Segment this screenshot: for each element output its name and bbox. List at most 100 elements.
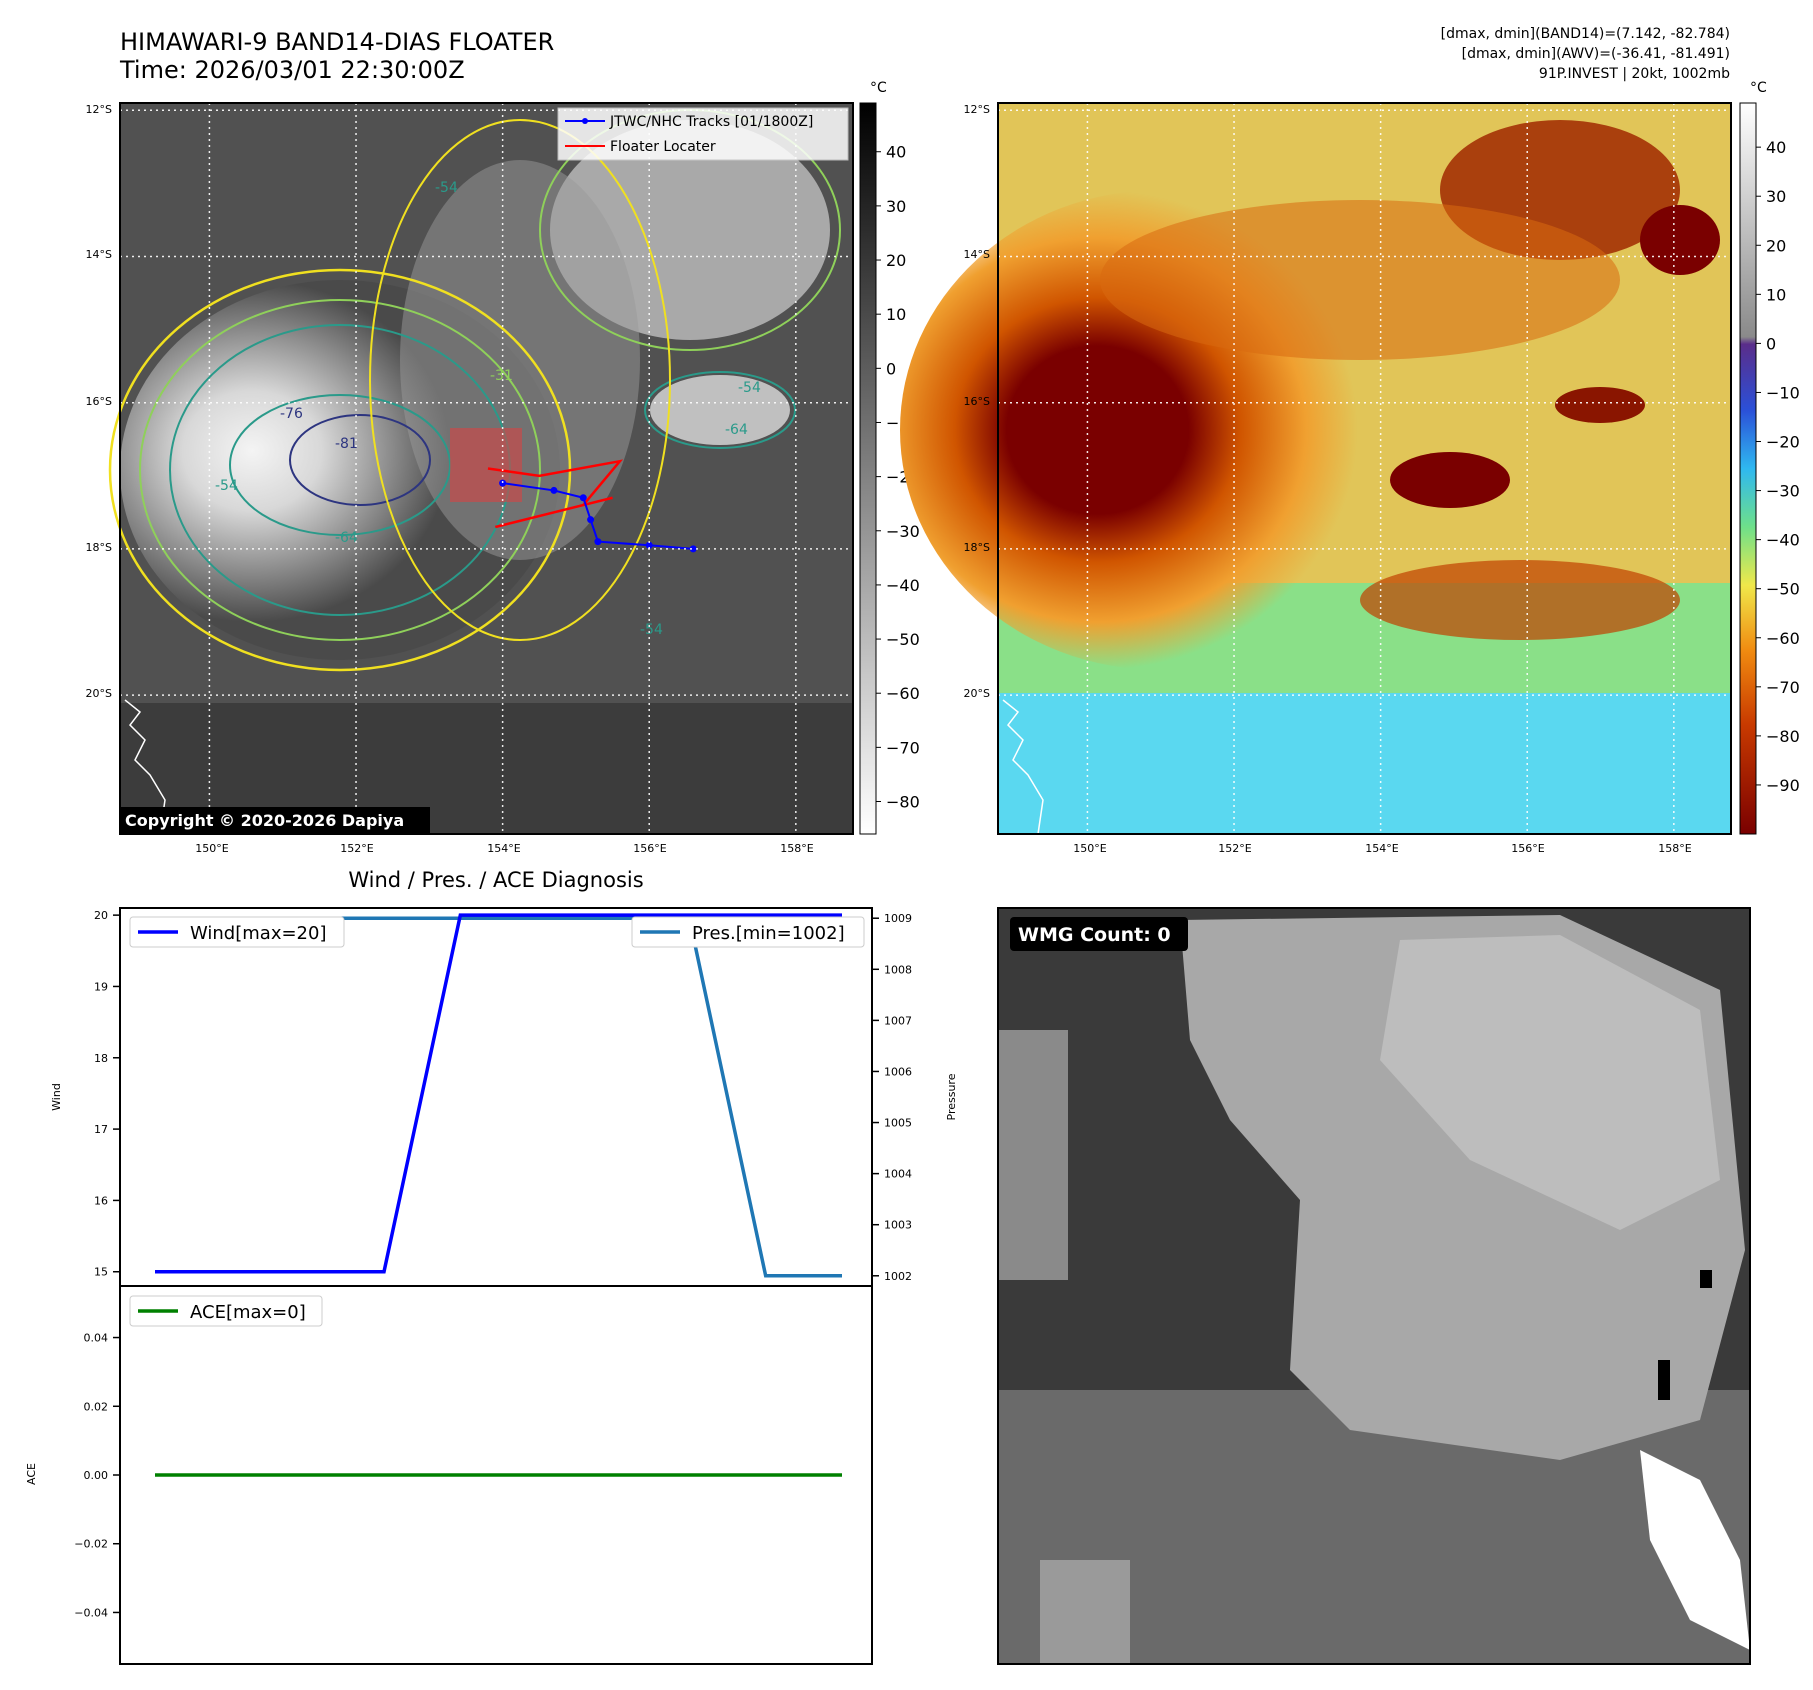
axis-tick-label: 19 bbox=[94, 980, 108, 993]
axis-tick-label: 1004 bbox=[884, 1168, 912, 1181]
color-colorbar: °C 40 30 20 10 0 −10 −20 −30 −40 −50 −60 −70 −80 −90 bbox=[1739, 80, 1800, 835]
wind-series-line bbox=[155, 913, 842, 1274]
ace-axis-ticks: 0.04 0.02 0.00 −0.02 −0.04 bbox=[74, 1332, 120, 1619]
floater-locater-box bbox=[450, 428, 522, 502]
lon-label: 156°E bbox=[1511, 842, 1544, 855]
colorbar-tick-label: −60 bbox=[886, 684, 920, 703]
axis-tick-label: 1003 bbox=[884, 1219, 912, 1232]
axis-tick-label: 1006 bbox=[884, 1065, 912, 1078]
wmg-brighter-region bbox=[1380, 935, 1720, 1230]
track-legend bbox=[557, 107, 849, 161]
axis-tick-label: 15 bbox=[94, 1266, 108, 1279]
axis-tick-label: 1008 bbox=[884, 963, 912, 976]
ace-legend-label: ACE[max=0] bbox=[190, 1302, 306, 1323]
ir-map-gridlines bbox=[120, 103, 853, 834]
contour-green bbox=[139, 299, 541, 641]
colorbar-tick-label: 40 bbox=[1766, 138, 1786, 157]
lat-label: 12°S bbox=[964, 103, 990, 116]
wind-legend-label: Wind[max=20] bbox=[190, 923, 327, 944]
axis-tick-label: 0.00 bbox=[84, 1469, 109, 1482]
legend-track-marker bbox=[582, 118, 588, 124]
wind-legend bbox=[129, 916, 345, 948]
color-cloud-east bbox=[1390, 452, 1510, 508]
contour-label: -54 bbox=[640, 622, 663, 638]
lon-label: 150°E bbox=[195, 842, 228, 855]
colorbar-tick-label: −90 bbox=[1766, 776, 1800, 795]
ace-ylabel: ACE bbox=[25, 1463, 38, 1485]
info-awv-range: [dmax, dmin](AWV)=(-36.41, -81.491) bbox=[1462, 46, 1730, 62]
track-point bbox=[579, 494, 587, 502]
ace-legend bbox=[129, 1295, 323, 1327]
coastline bbox=[124, 699, 166, 835]
axis-tick-label: −0.04 bbox=[74, 1606, 108, 1619]
contour-label: -64 bbox=[725, 422, 748, 438]
colorbar-tick-label: 30 bbox=[1766, 187, 1786, 206]
ace-plot: 0.04 0.02 0.00 −0.02 −0.04 ACE ACE[max=0] bbox=[25, 1285, 873, 1665]
pressure-ylabel: Pressure bbox=[945, 1073, 958, 1120]
gray-colorbar-bar bbox=[859, 102, 877, 835]
contour-east bbox=[644, 371, 796, 449]
wmg-panel: WMG Count: 0 bbox=[997, 907, 1751, 1665]
ir-map-panel: -54 -64 -76 -81 -54 -64 -31 -54 -54 Copy… bbox=[108, 102, 854, 835]
color-cloud-east2 bbox=[1555, 387, 1645, 423]
lon-label: 158°E bbox=[780, 842, 813, 855]
axis-tick-label: 0.04 bbox=[84, 1332, 109, 1345]
lat-label: 18°S bbox=[964, 541, 990, 554]
colorbar-tick-label: −40 bbox=[1766, 531, 1800, 550]
track-point bbox=[645, 541, 653, 549]
lat-label: 20°S bbox=[86, 687, 112, 700]
colorbar-tick-label: −10 bbox=[1766, 383, 1800, 402]
axis-tick-label: 1002 bbox=[884, 1270, 912, 1283]
contour-label: -54 bbox=[215, 478, 238, 494]
pressure-axis-ticks: 1009 1008 1007 1006 1005 1004 1003 1002 bbox=[872, 912, 912, 1283]
lat-label: 14°S bbox=[86, 248, 112, 261]
wmg-black-cells bbox=[1658, 1360, 1670, 1400]
color-map-lon-labels: 150°E 152°E 154°E 156°E 158°E bbox=[1073, 842, 1691, 855]
legend-locater-label: Floater Locater bbox=[610, 139, 716, 155]
jtwc-track-points bbox=[499, 479, 697, 553]
colorbar-tick-label: 0 bbox=[1766, 334, 1776, 353]
axis-tick-label: 1009 bbox=[884, 912, 912, 925]
lat-label: 14°S bbox=[964, 248, 990, 261]
colorbar-tick-label: 20 bbox=[886, 251, 906, 270]
lat-label: 12°S bbox=[86, 103, 112, 116]
legend-tracks-label: JTWC/NHC Tracks [01/1800Z] bbox=[609, 114, 813, 130]
contour-label: -54 bbox=[738, 380, 761, 396]
colorbar-tick-label: 30 bbox=[886, 197, 906, 216]
ir-cloud-east bbox=[650, 375, 790, 445]
contour-label: -54 bbox=[435, 180, 458, 196]
figure-time: Time: 2026/03/01 22:30:00Z bbox=[119, 56, 465, 84]
colorbar-tick-label: −20 bbox=[1766, 433, 1800, 452]
colorbar-tick-label: −50 bbox=[886, 630, 920, 649]
colorbar-tick-label: −80 bbox=[1766, 727, 1800, 746]
color-map-frame bbox=[997, 102, 1732, 835]
axis-tick-label: 0.02 bbox=[84, 1400, 109, 1413]
lat-label: 18°S bbox=[86, 541, 112, 554]
track-point bbox=[594, 538, 602, 546]
info-storm-status: 91P.INVEST | 20kt, 1002mb bbox=[1539, 66, 1730, 82]
color-band-se bbox=[1360, 560, 1680, 640]
wmg-count-label: WMG Count: 0 bbox=[1018, 924, 1171, 946]
colorbar-tick-label: 0 bbox=[886, 359, 896, 378]
colorbar-tick-label: −70 bbox=[1766, 678, 1800, 697]
ir-map-lon-labels: 150°E 152°E 154°E 156°E 158°E bbox=[195, 842, 813, 855]
info-band14-range: [dmax, dmin](BAND14)=(7.142, -82.784) bbox=[1441, 26, 1730, 42]
contour-label: -81 bbox=[335, 436, 358, 452]
color-map-panel bbox=[900, 102, 1732, 835]
colorbar-unit: °C bbox=[1750, 80, 1767, 96]
diag-title: Wind / Pres. / ACE Diagnosis bbox=[348, 868, 643, 892]
colorbar-tick-label: 20 bbox=[1766, 236, 1786, 255]
colorbar-tick-label: −50 bbox=[1766, 580, 1800, 599]
colorbar-tick-label: −70 bbox=[886, 738, 920, 757]
contour-navy bbox=[289, 414, 431, 506]
lon-label: 154°E bbox=[487, 842, 520, 855]
pressure-legend bbox=[631, 916, 865, 948]
track-point bbox=[550, 486, 558, 494]
contour-label: -76 bbox=[280, 406, 303, 422]
lon-label: 156°E bbox=[633, 842, 666, 855]
colorbar-tick-label: −30 bbox=[1766, 482, 1800, 501]
colorbar-tick-label: −80 bbox=[886, 793, 920, 812]
color-map-lat-labels: 12°S 14°S 16°S 18°S 20°S bbox=[964, 103, 990, 700]
lon-label: 154°E bbox=[1365, 842, 1398, 855]
